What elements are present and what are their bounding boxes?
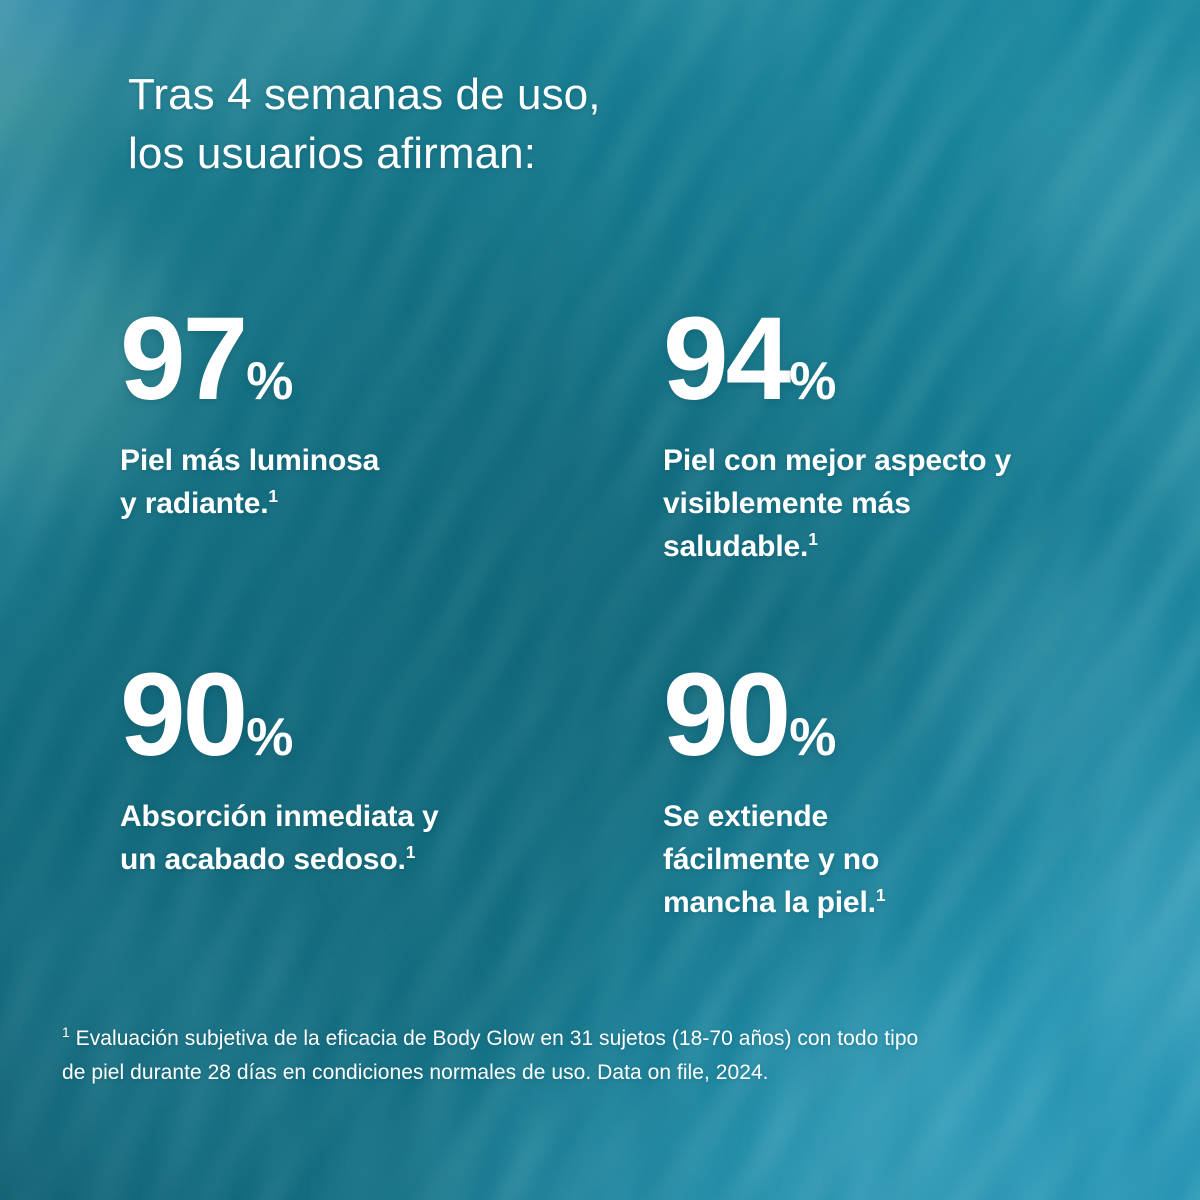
percent-symbol: % (246, 708, 293, 767)
stat-block-spreadability: 90% Se extiende fácilmente y no mancha l… (663, 656, 1163, 925)
stat-label-text: Piel con mejor aspecto y visiblemente má… (663, 444, 1012, 563)
stat-value: 90% (120, 656, 640, 774)
footnote-marker: 1 (268, 485, 278, 506)
footnote-marker: 1 (875, 884, 886, 905)
stat-label: Piel más luminosa y radiante.1 (120, 440, 640, 526)
stat-label: Absorción inmediata y un acabado sedoso.… (120, 796, 640, 882)
stat-block-absorption: 90% Absorción inmediata y un acabado sed… (120, 656, 640, 882)
footnote-marker: 1 (808, 528, 818, 549)
statistics-grid: 97% Piel más luminosa y radiante.1 94% P… (0, 300, 1200, 919)
stat-label-text: Absorción inmediata y un acabado sedoso. (120, 800, 439, 876)
stat-number: 94 (663, 293, 791, 425)
footnote-marker: 1 (62, 1024, 70, 1040)
stat-value: 94% (663, 300, 1163, 418)
stat-number: 97 (120, 293, 248, 425)
stat-block-skin-luminosity: 97% Piel más luminosa y radiante.1 (120, 300, 640, 526)
footnote-text: Evaluación subjetiva de la eficacia de B… (62, 1027, 919, 1084)
stat-number: 90 (663, 649, 791, 781)
headline: Tras 4 semanas de uso, los usuarios afir… (128, 70, 601, 178)
footnote-marker: 1 (405, 841, 416, 862)
stat-label-text: Se extiende fácilmente y no mancha la pi… (663, 800, 880, 919)
stat-label: Piel con mejor aspecto y visiblemente má… (663, 440, 1163, 569)
stat-number: 90 (120, 649, 248, 781)
percent-symbol: % (789, 352, 836, 411)
footnote: 1 Evaluación subjetiva de la eficacia de… (62, 1022, 1152, 1089)
stat-value: 97% (120, 300, 640, 418)
stat-block-skin-appearance: 94% Piel con mejor aspecto y visiblement… (663, 300, 1163, 569)
stat-value: 90% (663, 656, 1163, 774)
stat-label-text: Piel más luminosa y radiante. (120, 444, 380, 520)
stat-label: Se extiende fácilmente y no mancha la pi… (663, 796, 1163, 925)
percent-symbol: % (789, 708, 836, 767)
percent-symbol: % (246, 352, 293, 411)
statistics-row: 97% Piel más luminosa y radiante.1 94% P… (0, 300, 1200, 656)
